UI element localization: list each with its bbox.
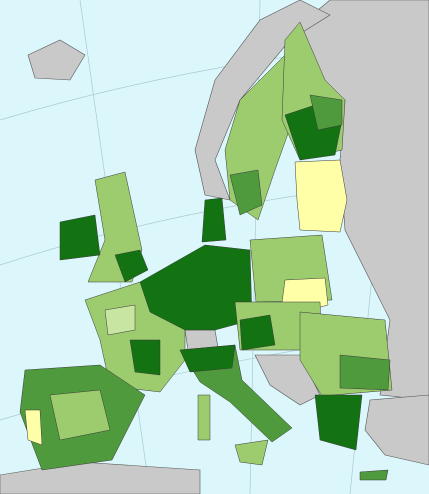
region xyxy=(179,344,236,373)
region xyxy=(114,249,149,283)
sicily xyxy=(234,439,269,466)
balkans xyxy=(254,354,321,406)
region xyxy=(24,409,43,446)
region xyxy=(339,354,391,391)
norway xyxy=(194,0,331,201)
region xyxy=(309,94,343,131)
region xyxy=(104,304,136,336)
region xyxy=(239,314,276,351)
sardinia xyxy=(197,394,211,441)
germany-benelux xyxy=(139,244,253,331)
crete xyxy=(359,469,389,481)
baltics xyxy=(294,159,348,233)
greece xyxy=(314,394,363,451)
iceland xyxy=(27,39,86,81)
regions xyxy=(19,21,393,481)
denmark xyxy=(201,197,227,243)
region xyxy=(129,339,161,376)
region xyxy=(229,169,263,216)
turkey xyxy=(364,394,429,466)
region xyxy=(49,389,111,441)
ireland xyxy=(59,214,101,261)
